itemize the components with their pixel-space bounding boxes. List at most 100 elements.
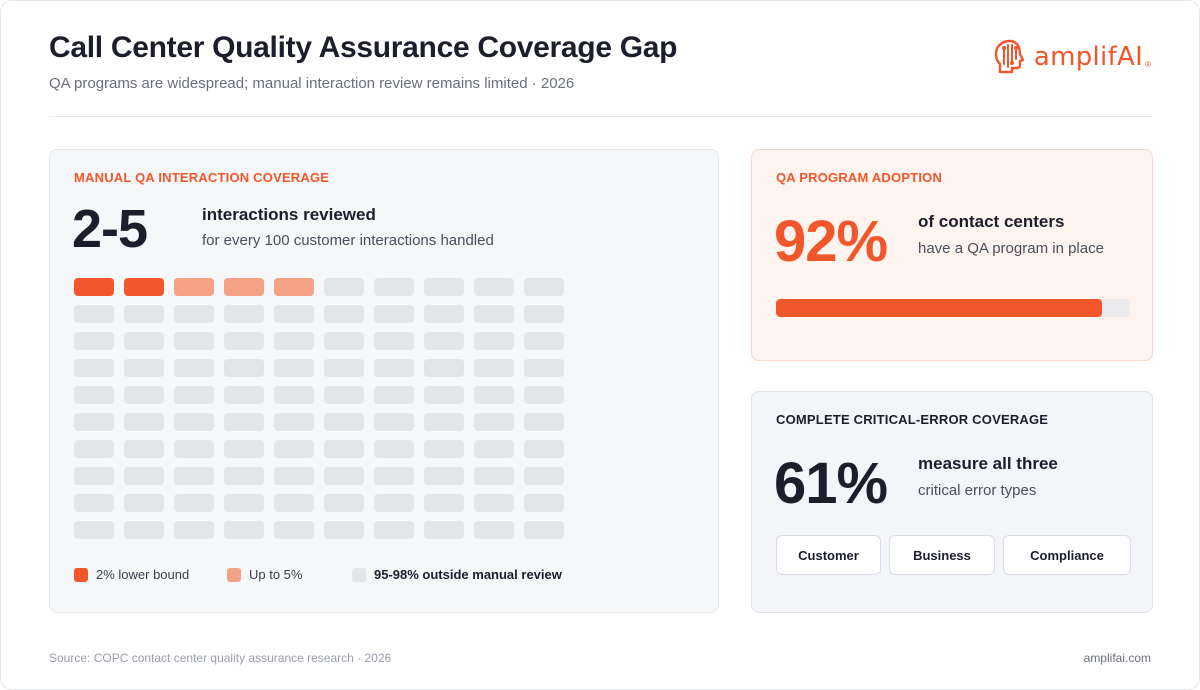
waffle-cell-lower-bound [124,278,164,296]
waffle-cell-outside-review [274,494,314,512]
waffle-cell-outside-review [174,359,214,377]
waffle-cell-outside-review [224,359,264,377]
waffle-cell-outside-review [174,413,214,431]
waffle-cell-outside-review [174,440,214,458]
waffle-cell-outside-review [524,278,564,296]
waffle-cell-outside-review [324,305,364,323]
waffle-cell-outside-review [124,413,164,431]
waffle-cell-outside-review [224,386,264,404]
coverage-headline: interactions reviewed [202,205,376,224]
waffle-cell-outside-review [74,413,114,431]
waffle-cell-outside-review [474,278,514,296]
waffle-cell-outside-review [224,494,264,512]
waffle-cell-outside-review [424,494,464,512]
waffle-cell-outside-review [424,332,464,350]
legend-item-upper-bound: Up to 5% [227,567,302,582]
waffle-cell-outside-review [124,494,164,512]
waffle-cell-upper-bound [224,278,264,296]
amplifai-logo: amplifAI ® [994,37,1151,77]
waffle-cell-outside-review [424,440,464,458]
waffle-cell-outside-review [374,359,414,377]
manual-coverage-label: MANUAL QA INTERACTION COVERAGE [74,170,330,185]
waffle-legend: 2% lower bound Up to 5% 95-98% outside m… [74,567,674,585]
critical-error-card: COMPLETE CRITICAL-ERROR COVERAGE 61% mea… [751,391,1153,613]
waffle-cell-outside-review [474,305,514,323]
legend-swatch [74,567,88,582]
chip-customer: Customer [776,535,881,575]
waffle-cell-outside-review [524,413,564,431]
waffle-cell-outside-review [274,413,314,431]
waffle-cell-outside-review [174,332,214,350]
waffle-cell-outside-review [324,467,364,485]
waffle-cell-outside-review [424,467,464,485]
waffle-cell-outside-review [224,467,264,485]
waffle-cell-outside-review [124,359,164,377]
waffle-cell-outside-review [124,332,164,350]
waffle-cell-outside-review [324,386,364,404]
adoption-progress-fill [776,299,1102,317]
waffle-cell-outside-review [224,521,264,539]
critical-error-detail: critical error types [918,482,1037,499]
waffle-cell-outside-review [124,305,164,323]
header-divider [49,116,1153,117]
legend-label: Up to 5% [249,567,303,582]
waffle-cell-outside-review [474,440,514,458]
waffle-cell-outside-review [274,521,314,539]
chip-business: Business [889,535,995,575]
waffle-cell-outside-review [274,359,314,377]
waffle-cell-outside-review [524,305,564,323]
waffle-cell-outside-review [374,278,414,296]
waffle-cell-outside-review [474,332,514,350]
waffle-cell-outside-review [274,440,314,458]
waffle-cell-outside-review [324,440,364,458]
waffle-cell-outside-review [424,278,464,296]
critical-error-headline: measure all three [918,454,1058,473]
waffle-cell-outside-review [474,521,514,539]
waffle-cell-outside-review [124,467,164,485]
waffle-cell-outside-review [424,413,464,431]
coverage-detail: for every 100 customer interactions hand… [202,232,494,249]
waffle-cell-outside-review [374,305,414,323]
legend-item-outside-review: 95-98% outside manual review [352,567,562,582]
waffle-cell-outside-review [424,386,464,404]
waffle-cell-outside-review [524,467,564,485]
page-subtitle: QA programs are widespread; manual inter… [49,75,575,92]
waffle-cell-outside-review [474,359,514,377]
adoption-value: 92% [774,209,888,274]
waffle-cell-outside-review [74,467,114,485]
waffle-cell-outside-review [324,278,364,296]
waffle-cell-outside-review [424,521,464,539]
waffle-chart [74,278,564,539]
waffle-cell-outside-review [74,440,114,458]
waffle-cell-outside-review [474,386,514,404]
waffle-cell-outside-review [274,467,314,485]
critical-error-value: 61% [774,451,888,516]
waffle-cell-outside-review [374,521,414,539]
waffle-cell-outside-review [524,332,564,350]
waffle-cell-outside-review [74,332,114,350]
manual-coverage-card: MANUAL QA INTERACTION COVERAGE 2-5 inter… [49,149,719,613]
error-type-chips: Customer Business Compliance [776,535,1132,575]
waffle-cell-outside-review [124,386,164,404]
waffle-cell-outside-review [224,305,264,323]
registered-mark: ® [1145,60,1151,69]
brain-head-icon [994,39,1025,74]
waffle-cell-outside-review [224,413,264,431]
waffle-cell-outside-review [174,521,214,539]
source-note: Source: COPC contact center quality assu… [49,651,392,665]
legend-label: 95-98% outside manual review [374,567,562,582]
adoption-detail: have a QA program in place [918,240,1104,257]
site-link[interactable]: amplifai.com [1083,651,1151,665]
waffle-cell-outside-review [374,386,414,404]
waffle-cell-outside-review [74,494,114,512]
waffle-cell-outside-review [324,332,364,350]
legend-item-lower-bound: 2% lower bound [74,567,189,582]
waffle-cell-outside-review [324,413,364,431]
waffle-cell-outside-review [124,440,164,458]
waffle-cell-upper-bound [274,278,314,296]
waffle-cell-outside-review [474,467,514,485]
waffle-cell-outside-review [474,494,514,512]
waffle-cell-outside-review [524,359,564,377]
waffle-cell-outside-review [74,386,114,404]
